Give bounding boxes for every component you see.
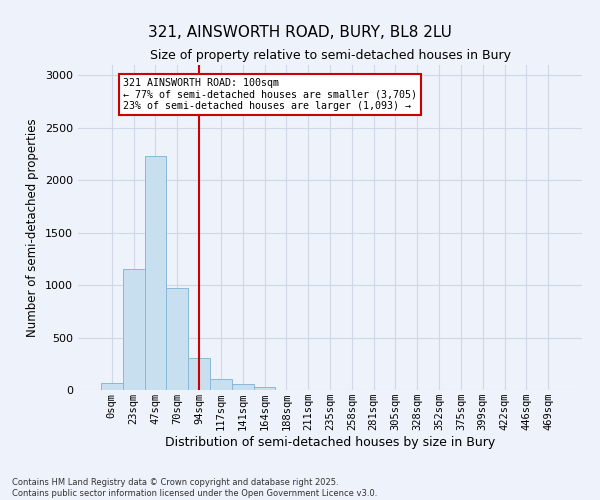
X-axis label: Distribution of semi-detached houses by size in Bury: Distribution of semi-detached houses by … (165, 436, 495, 449)
Text: Contains HM Land Registry data © Crown copyright and database right 2025.
Contai: Contains HM Land Registry data © Crown c… (12, 478, 377, 498)
Bar (188, 358, 210, 390)
Title: Size of property relative to semi-detached houses in Bury: Size of property relative to semi-detach… (149, 50, 511, 62)
Bar (123, 270, 145, 390)
Bar (166, 288, 188, 390)
Bar (210, 379, 232, 390)
Bar (145, 156, 166, 390)
Bar (254, 387, 275, 390)
Text: 321 AINSWORTH ROAD: 100sqm
← 77% of semi-detached houses are smaller (3,705)
23%: 321 AINSWORTH ROAD: 100sqm ← 77% of semi… (123, 78, 417, 111)
Y-axis label: Number of semi-detached properties: Number of semi-detached properties (26, 118, 40, 337)
Bar (232, 384, 254, 390)
Bar (101, 382, 123, 390)
Text: 321, AINSWORTH ROAD, BURY, BL8 2LU: 321, AINSWORTH ROAD, BURY, BL8 2LU (148, 25, 452, 40)
